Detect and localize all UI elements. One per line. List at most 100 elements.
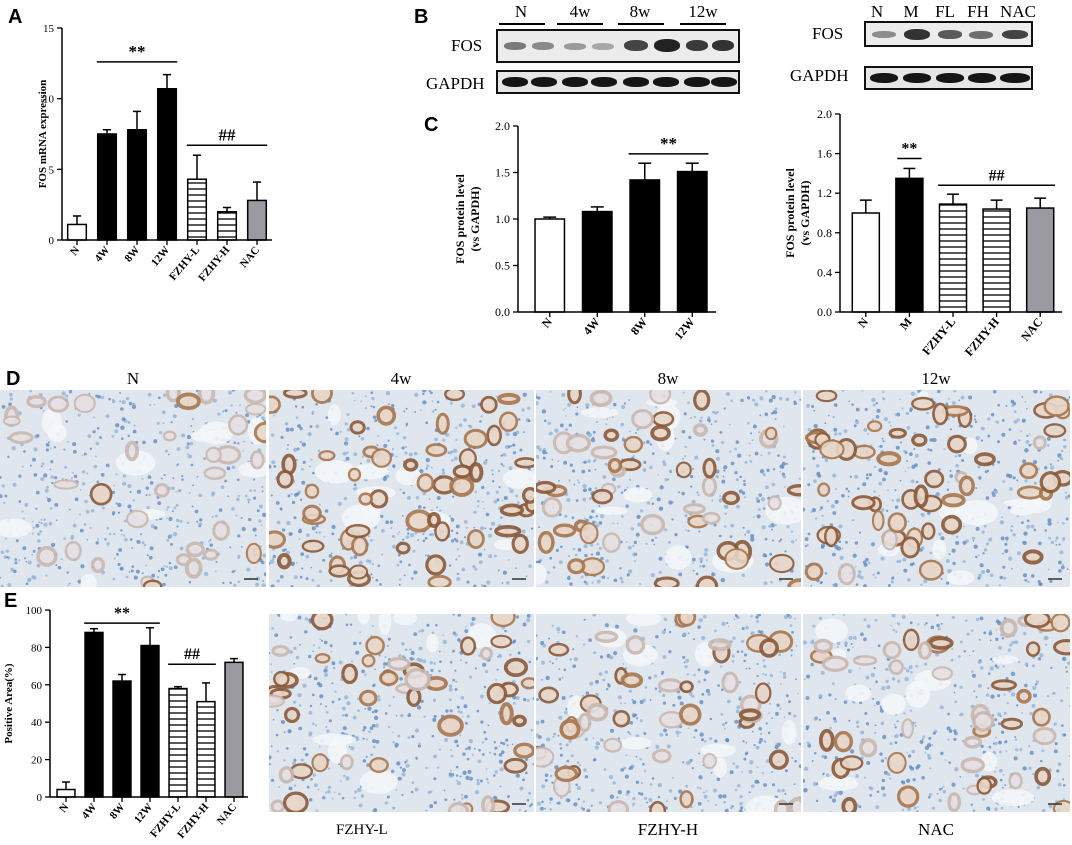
nucleus-dot	[410, 650, 415, 656]
nucleus-dot	[1038, 582, 1042, 586]
nucleus-dot	[563, 460, 568, 465]
nucleus-dot	[972, 540, 975, 542]
nucleus-dot	[681, 429, 686, 434]
nucleus-dot	[887, 489, 889, 492]
nucleus-dot	[942, 785, 945, 788]
nucleus-dot	[839, 555, 844, 560]
nucleus-dot	[929, 438, 934, 442]
y-tick-label: 80	[31, 642, 43, 654]
nucleus-dot	[298, 537, 301, 540]
nucleus-dot	[919, 740, 924, 744]
bar	[112, 680, 132, 798]
nucleus-dot	[811, 639, 815, 642]
nucleus-dot	[1027, 580, 1030, 584]
nucleus-dot	[750, 784, 755, 789]
lumen	[393, 614, 418, 626]
nucleus-dot	[557, 631, 560, 634]
nucleus-dot	[1026, 524, 1031, 529]
nucleus-dot	[929, 551, 933, 555]
nucleus-dot	[620, 491, 624, 494]
nucleus-dot	[793, 400, 796, 403]
nucleus-dot	[591, 516, 594, 519]
nucleus-dot	[289, 427, 294, 432]
nucleus-dot	[536, 720, 540, 725]
nucleus-dot	[856, 725, 860, 729]
tubule	[1034, 766, 1052, 787]
nucleus-dot	[974, 420, 978, 424]
nucleus-dot	[741, 650, 744, 653]
x-tick-label: FZHY-H	[196, 244, 232, 284]
nucleus-dot	[401, 446, 405, 450]
nucleus-dot	[50, 447, 52, 450]
nucleus-dot	[280, 508, 283, 511]
nucleus-dot	[436, 506, 438, 509]
nucleus-dot	[1013, 756, 1018, 761]
tubule	[554, 765, 579, 782]
y-tick-label: 40	[31, 717, 43, 729]
nucleus-dot	[7, 455, 10, 459]
nucleus-dot	[937, 627, 941, 631]
nucleus-dot	[602, 678, 606, 682]
nucleus-dot	[578, 763, 582, 767]
nucleus-dot	[448, 772, 452, 776]
nucleus-dot	[1016, 551, 1021, 556]
nucleus-dot	[858, 531, 862, 534]
nucleus-dot	[43, 473, 48, 478]
lumen	[341, 504, 381, 531]
nucleus-dot	[365, 559, 370, 563]
nucleus-dot	[540, 719, 545, 724]
nucleus-dot	[657, 473, 659, 476]
nucleus-dot	[712, 410, 715, 414]
nucleus-dot	[438, 650, 441, 653]
nucleus-dot	[13, 569, 17, 574]
nucleus-dot	[640, 781, 644, 785]
nucleus-dot	[340, 780, 342, 783]
tubule	[497, 392, 521, 405]
nucleus-dot	[1011, 567, 1013, 570]
nucleus-dot	[700, 738, 705, 742]
nucleus-dot	[276, 709, 279, 712]
tubule	[1032, 435, 1047, 450]
nucleus-dot	[666, 451, 670, 455]
nucleus-dot	[567, 402, 572, 407]
nucleus-dot	[576, 786, 581, 791]
nucleus-dot	[953, 390, 957, 393]
nucleus-dot	[770, 523, 775, 528]
nucleus-dot	[590, 543, 594, 547]
nucleus-dot	[928, 736, 932, 740]
nucleus-dot	[871, 397, 876, 403]
tubule	[304, 483, 320, 499]
nucleus-dot	[549, 390, 552, 393]
nucleus-dot	[920, 546, 925, 550]
nucleus-dot	[761, 771, 764, 775]
nucleus-dot	[141, 477, 144, 480]
nucleus-dot	[692, 569, 695, 572]
nucleus-dot	[372, 745, 376, 749]
nucleus-dot	[577, 481, 581, 484]
nucleus-dot	[364, 707, 367, 710]
nucleus-dot	[736, 504, 740, 509]
nucleus-dot	[812, 781, 818, 787]
nucleus-dot	[358, 641, 362, 645]
nucleus-dot	[488, 533, 493, 538]
nucleus-dot	[549, 431, 553, 436]
nucleus-dot	[433, 754, 438, 759]
nucleus-dot	[360, 462, 362, 465]
nucleus-dot	[917, 806, 919, 808]
nucleus-dot	[955, 541, 960, 545]
tubule	[349, 420, 366, 435]
nucleus-dot	[105, 414, 110, 419]
nucleus-dot	[635, 532, 640, 537]
nucleus-dot	[696, 491, 699, 494]
nucleus-dot	[916, 810, 919, 812]
nucleus-dot	[1030, 574, 1035, 578]
nucleus-dot	[981, 530, 985, 534]
nucleus-dot	[813, 479, 817, 484]
nucleus-dot	[256, 509, 260, 513]
nucleus-dot	[583, 580, 587, 584]
tubule	[768, 749, 789, 770]
micrograph-texture	[803, 614, 1070, 812]
nucleus-dot	[873, 704, 876, 707]
nucleus-dot	[420, 628, 425, 633]
nucleus-dot	[614, 624, 619, 629]
